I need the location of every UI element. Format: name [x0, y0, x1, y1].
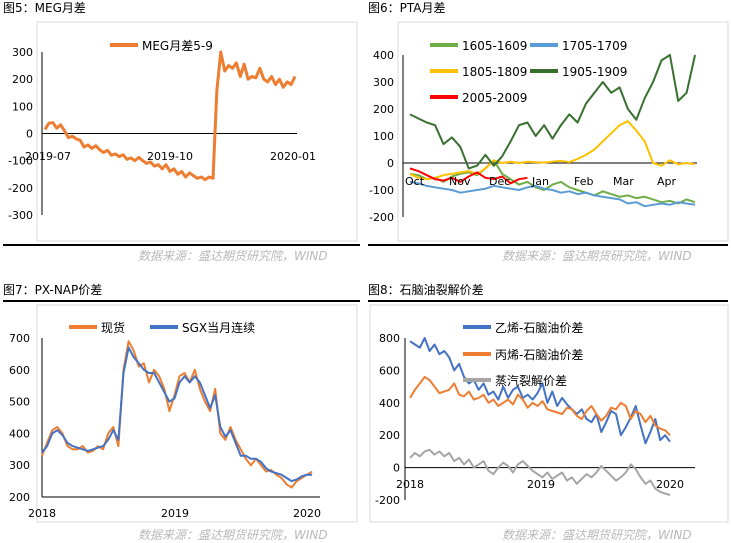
legend-label: 乙烯-石脑油价差	[495, 321, 583, 335]
panel3-title: 图7：PX-NAP价差	[3, 283, 103, 297]
x-tick-label: Mar	[613, 175, 634, 188]
y-tick-label: 100	[12, 100, 33, 113]
series-line	[41, 346, 312, 483]
y-tick-label: 200	[373, 103, 394, 116]
x-tick-label: Apr	[657, 175, 677, 188]
panel4-top-rule	[368, 300, 728, 302]
legend-label: 现货	[101, 320, 125, 335]
y-tick-label: -200	[8, 182, 33, 195]
chart-frame	[369, 304, 729, 523]
legend-label: MEG月差5-9	[142, 39, 213, 53]
x-tick-label: Jan	[531, 175, 549, 188]
y-tick-label: 600	[9, 364, 30, 377]
y-tick-label: 0	[387, 157, 394, 170]
series-line	[43, 50, 297, 182]
y-tick-label: 700	[9, 332, 30, 345]
y-tick-label: -200	[369, 211, 394, 224]
legend-label: 蒸汽裂解价差	[495, 373, 567, 388]
panel3-top-rule	[3, 300, 360, 302]
x-tick-label: 2020	[656, 478, 684, 491]
x-tick-label: 2019-07	[25, 150, 71, 163]
panel2-source: 数据来源：盛达期货研究院，WIND	[502, 249, 692, 263]
y-tick-label: -100	[369, 184, 394, 197]
y-tick-label: 0	[393, 462, 400, 475]
x-tick-label: Nov	[449, 175, 471, 188]
panel3-source: 数据来源：盛达期货研究院，WIND	[138, 528, 328, 542]
chart-frame	[397, 21, 729, 242]
legend-label: 1805-1809	[462, 65, 527, 79]
series-line	[409, 180, 696, 208]
y-tick-label: -100	[8, 155, 33, 168]
y-tick-label: 200	[379, 429, 400, 442]
panel1-source: 数据来源：盛达期货研究院，WIND	[138, 249, 328, 263]
legend-label: 2005-2009	[462, 91, 527, 105]
series-line	[409, 159, 696, 205]
y-tick-label: 400	[9, 427, 30, 440]
y-tick-label: 100	[373, 130, 394, 143]
y-tick-label: -200	[375, 494, 400, 507]
y-tick-label: 200	[12, 73, 33, 86]
panel1-title: 图5：MEG月差	[3, 1, 86, 15]
series-line	[409, 337, 671, 445]
y-tick-label: 800	[379, 332, 400, 345]
chart-frame	[36, 21, 358, 242]
x-tick-label: 2019-10	[147, 150, 193, 163]
y-tick-label: 400	[379, 397, 400, 410]
y-tick-label: 300	[373, 76, 394, 89]
x-tick-label: 2019	[161, 507, 189, 520]
y-tick-label: 600	[379, 364, 400, 377]
series-line	[409, 375, 671, 436]
x-tick-label: 2019	[527, 478, 555, 491]
legend-label: 1705-1709	[562, 39, 627, 53]
panel4-source: 数据来源：盛达期货研究院，WIND	[502, 528, 692, 542]
x-tick-label: 2018	[396, 478, 424, 491]
x-tick-label: 2018	[28, 507, 56, 520]
y-tick-label: 200	[9, 491, 30, 504]
panel2-title: 图6：PTA月差	[368, 1, 446, 15]
y-tick-label: 400	[373, 49, 394, 62]
series-line	[409, 54, 696, 170]
y-tick-label: 500	[9, 396, 30, 409]
series-line	[409, 120, 696, 181]
x-tick-label: Dec	[489, 175, 510, 188]
legend-label: SGX当月连续	[182, 320, 255, 335]
legend-label: 1905-1909	[562, 65, 627, 79]
x-tick-label: Feb	[574, 175, 593, 188]
legend-label: 1605-1609	[462, 39, 527, 53]
x-tick-label: 2020	[293, 507, 321, 520]
y-tick-label: 300	[9, 459, 30, 472]
panel2-bottom-rule	[368, 244, 728, 246]
x-tick-label: 2020-01	[270, 150, 316, 163]
series-line	[409, 448, 671, 497]
series-line	[409, 167, 528, 185]
y-tick-label: 300	[12, 46, 33, 59]
legend-label: 丙烯-石脑油价差	[495, 348, 583, 362]
x-tick-label: Oct	[405, 175, 425, 188]
y-tick-label: 0	[26, 128, 33, 141]
y-tick-label: -300	[8, 209, 33, 222]
panel1-bottom-rule	[3, 244, 360, 246]
chart-frame	[36, 304, 358, 523]
panel4-title: 图8：石脑油裂解价差	[368, 283, 484, 297]
